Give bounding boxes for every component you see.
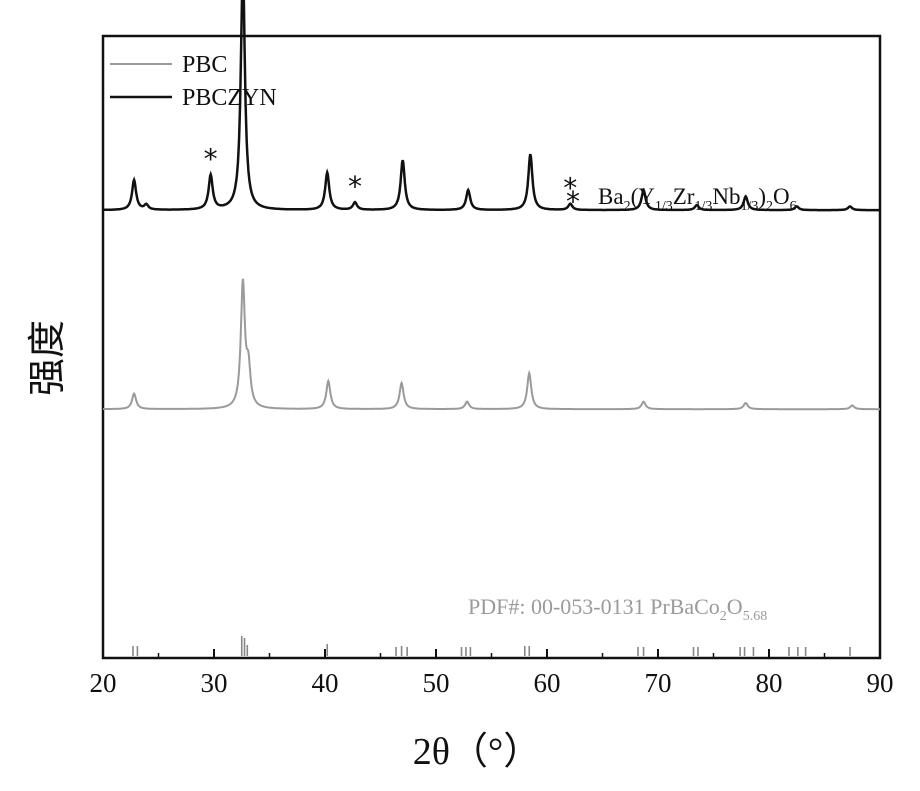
phase-markers: * * * [204, 142, 578, 204]
legend-label-pbc: PBC [182, 52, 227, 78]
x-tick-label: 20 [90, 668, 117, 698]
phase-label: Ba2(Y1/3Zr1/3Nb1/3)2O6 [598, 184, 797, 214]
phase-peak-marker: * [204, 142, 218, 175]
reference-pattern-lines [132, 636, 851, 656]
series-group [102, 0, 880, 411]
phase-peak-marker: * [563, 172, 577, 205]
x-axis-title: 2θ（°） [413, 731, 541, 773]
legend: PBC PBCZYN [110, 52, 277, 111]
phase-annotation: * Ba2(Y1/3Zr1/3Nb1/3)2O6 [566, 184, 797, 218]
x-tick-label: 40 [312, 668, 339, 698]
y-axis-title: 强度 [25, 320, 69, 396]
x-tick-label: 30 [201, 668, 228, 698]
plot-frame [101, 34, 882, 660]
x-tick-label: 70 [645, 668, 672, 698]
phase-peak-marker: * [348, 170, 362, 203]
x-tick-label: 80 [756, 668, 783, 698]
pdf-reference-label: PDF#: 00-053-0131 PrBaCo2O5.68 [468, 594, 767, 624]
series-line-pbc [103, 278, 880, 411]
series-line-pbczyn [102, 0, 880, 212]
x-tick-label: 50 [423, 668, 450, 698]
x-tick-label: 90 [867, 668, 894, 698]
x-axis-ticks: 20 30 40 50 60 70 80 90 [90, 649, 894, 698]
x-tick-label: 60 [534, 668, 561, 698]
legend-label-pbczyn: PBCZYN [182, 85, 277, 111]
phase-marker-legend: * [566, 185, 580, 218]
